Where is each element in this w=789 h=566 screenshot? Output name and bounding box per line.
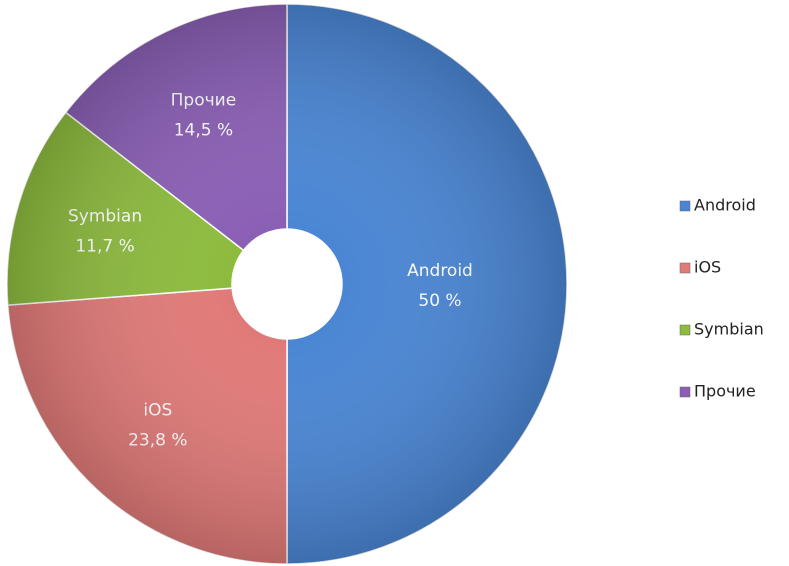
legend-swatch: [679, 386, 691, 398]
slice-value-label: 11,7 %: [75, 236, 134, 256]
legend-swatch: [679, 262, 691, 274]
legend-label: Symbian: [694, 320, 764, 339]
slice-value-label: 14,5 %: [174, 120, 233, 140]
legend-swatch: [679, 200, 691, 212]
slice: [6, 287, 288, 565]
legend-swatch: [679, 324, 691, 336]
legend-label: iOS: [694, 258, 721, 277]
slice-value-label: 50 %: [418, 291, 461, 311]
legend-label: Прочие: [694, 382, 756, 401]
slice: [286, 3, 568, 565]
slice-label: Android: [407, 261, 473, 281]
slice-label: iOS: [143, 400, 172, 420]
slice-label: Symbian: [68, 206, 142, 226]
slice-value-label: 23,8 %: [128, 430, 187, 450]
slice-label: Прочие: [171, 90, 237, 110]
legend-label: Android: [694, 196, 756, 215]
